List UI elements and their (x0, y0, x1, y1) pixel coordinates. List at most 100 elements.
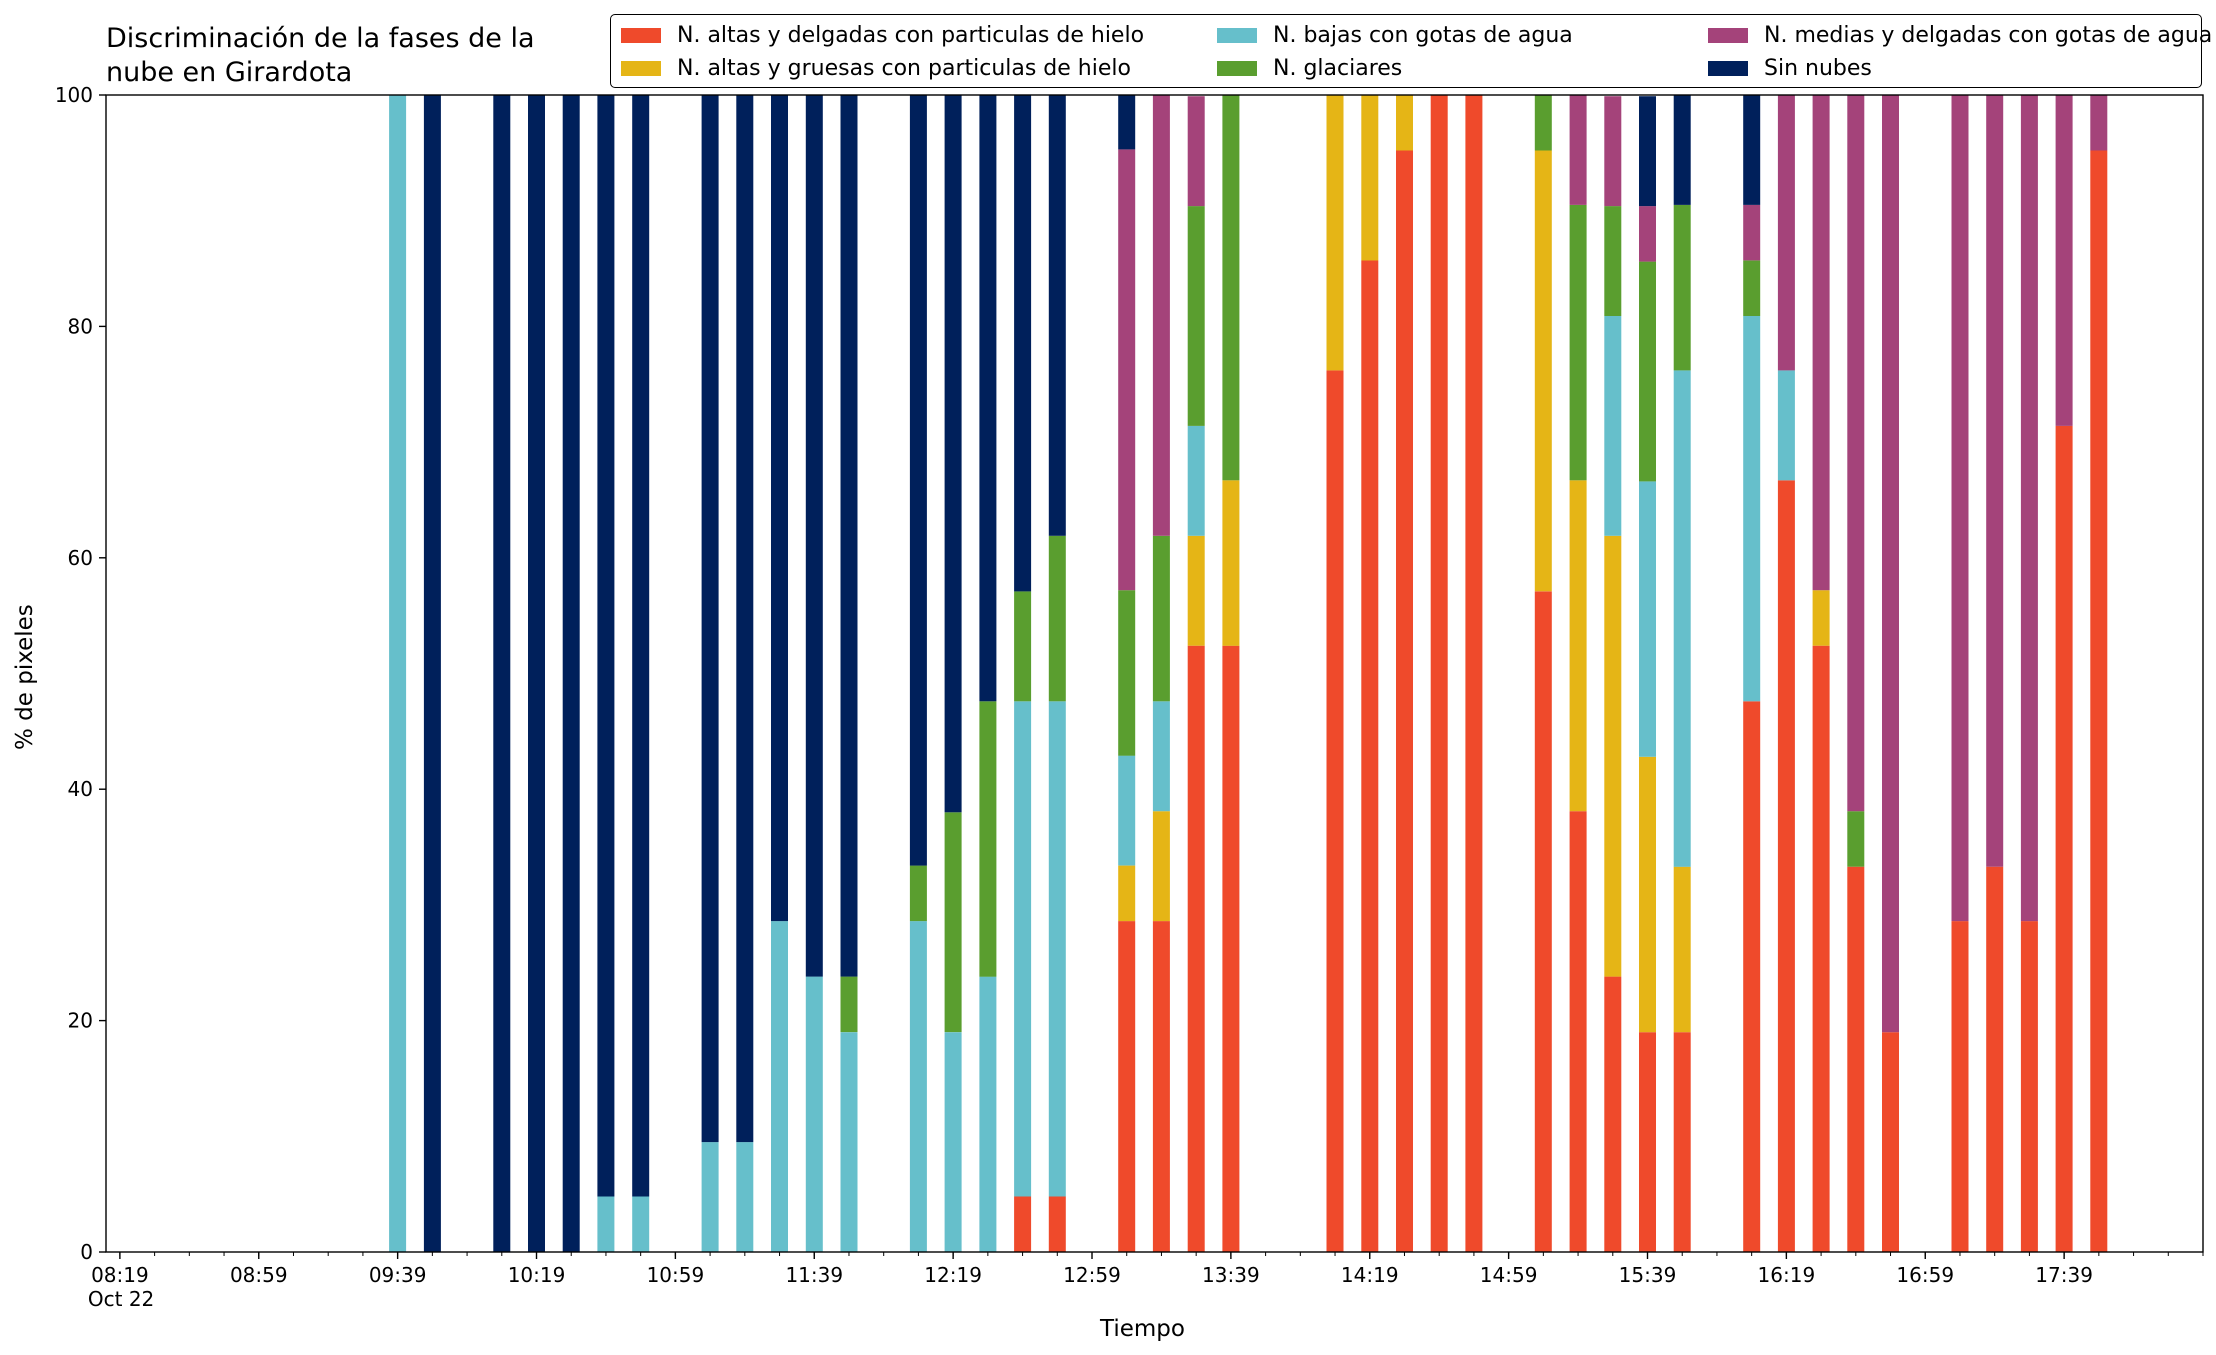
legend-label: N. glaciares (1273, 55, 1403, 81)
bar-segment-1539-s4 (1639, 206, 1656, 262)
legend-label: N. medias y delgadas con gotas de agua (1764, 22, 2213, 48)
bar-segment-0939-s2 (389, 95, 407, 1252)
bar-segment-1549-s1 (1673, 866, 1691, 1033)
bar-segment-1729-s4 (2020, 95, 2038, 922)
legend-item-0: N. altas y delgadas con particulas de hi… (621, 21, 1144, 49)
bar-segment-1609-s5 (1743, 95, 1761, 205)
bar-segment-1229-s5 (979, 95, 997, 702)
bar-segment-1309-s5 (1118, 95, 1136, 150)
bar-segment-1239-s0 (1014, 1196, 1032, 1252)
x-axis-label: Tiempo (1100, 1316, 1185, 1342)
bar-segment-1039-s2 (597, 1196, 615, 1252)
y-tick-label-100: 100 (55, 83, 93, 107)
bar-segment-1739-s4 (2055, 95, 2073, 426)
bar-segment-1219-s3 (944, 812, 962, 1033)
bar-segment-1649-s0 (1882, 1032, 1899, 1252)
legend-item-4: N. medias y delgadas con gotas de agua (1708, 21, 2212, 49)
legend-swatch (1217, 60, 1257, 76)
bar-segment-1639-s3 (1847, 811, 1865, 867)
chart-title: Discriminación de la fases de la nube en… (106, 23, 535, 88)
bar-segment-1309-s3 (1118, 590, 1136, 756)
legend-item-3: N. glaciares (1217, 54, 1402, 82)
legend-label: N. altas y delgadas con particulas de hi… (677, 22, 1145, 48)
bar-segment-1519-s3 (1569, 204, 1587, 481)
bar-segment-1249-s2 (1048, 701, 1066, 1197)
bars-layer (389, 95, 2108, 1252)
bar-segment-1719-s0 (1986, 866, 2004, 1252)
legend-swatch (1708, 60, 1748, 76)
bar-segment-1309-s2 (1118, 755, 1136, 866)
legend-item-1: N. altas y gruesas con particulas de hie… (621, 54, 1131, 82)
bar-segment-1129-s2 (771, 921, 788, 1252)
bar-segment-1739-s0 (2055, 425, 2073, 1252)
bar-segment-1119-s5 (736, 95, 754, 1143)
bar-segment-1539-s1 (1639, 756, 1656, 1033)
bar-segment-1409-s1 (1326, 95, 1344, 371)
bar-segment-1319-s2 (1152, 701, 1170, 812)
bar-segment-1619-s0 (1777, 480, 1795, 1252)
legend-label: N. bajas con gotas de agua (1273, 22, 1573, 48)
bar-segment-1309-s1 (1118, 865, 1136, 922)
bar-segment-1449-s0 (1465, 95, 1483, 1252)
bar-segment-1609-s0 (1743, 701, 1761, 1252)
bar-segment-1639-s4 (1847, 95, 1865, 812)
bar-segment-1519-s4 (1569, 95, 1587, 205)
x-tick-label-0939: 09:39 (369, 1263, 427, 1287)
bar-segment-1509-s3 (1534, 95, 1552, 151)
bar-segment-1319-s3 (1152, 535, 1170, 702)
bar-segment-1249-s5 (1048, 95, 1066, 536)
bar-segment-1709-s0 (1951, 921, 1969, 1252)
bar-segment-1129-s5 (771, 95, 788, 922)
bar-segment-1149-s5 (840, 95, 858, 977)
bar-segment-1339-s0 (1222, 645, 1240, 1252)
legend-swatch (1217, 27, 1257, 43)
bar-segment-1549-s3 (1673, 204, 1691, 371)
bar-segment-1549-s5 (1673, 95, 1691, 205)
bar-segment-1239-s2 (1014, 701, 1032, 1197)
bar-segment-1539-s0 (1639, 1032, 1656, 1252)
bar-segment-1219-s2 (944, 1032, 962, 1252)
bar-segment-1309-s0 (1118, 921, 1136, 1252)
bar-segment-1009-s5 (493, 95, 511, 1252)
x-tick-label-1619: 16:19 (1758, 1263, 1816, 1287)
bar-segment-1319-s1 (1152, 811, 1170, 922)
bar-segment-1539-s3 (1639, 261, 1656, 482)
bar-segment-1529-s2 (1604, 316, 1622, 536)
bar-segment-1549-s2 (1673, 370, 1691, 867)
bar-segment-1219-s5 (944, 95, 962, 813)
y-tick-label-20: 20 (68, 1009, 93, 1033)
bar-segment-1629-s4 (1812, 95, 1830, 591)
bar-segment-1239-s5 (1014, 95, 1032, 592)
legend-swatch (621, 60, 661, 76)
bar-segment-1729-s0 (2020, 921, 2038, 1252)
x-tick-label-1459: 14:59 (1480, 1263, 1538, 1287)
bar-segment-1709-s4 (1951, 95, 1969, 922)
bar-segment-1439-s0 (1430, 95, 1448, 1252)
legend-label: N. altas y gruesas con particulas de hie… (677, 55, 1131, 81)
legend-swatch (1708, 27, 1748, 43)
x-tick-label-0859: 08:59 (230, 1263, 288, 1287)
bar-segment-1719-s4 (1986, 95, 2004, 867)
bar-segment-1749-s0 (2090, 150, 2108, 1252)
bar-segment-1109-s5 (701, 95, 719, 1143)
x-tick-label-1339: 13:39 (1202, 1263, 1260, 1287)
bar-segment-1319-s0 (1152, 921, 1170, 1252)
bar-segment-1519-s1 (1569, 480, 1587, 812)
y-tick-label-80: 80 (68, 314, 93, 338)
bar-segment-1549-s0 (1673, 1032, 1691, 1252)
x-tick-label-1139: 11:39 (785, 1263, 843, 1287)
x-tick-label-1059: 10:59 (647, 1263, 705, 1287)
bar-segment-1619-s4 (1777, 95, 1795, 371)
bar-segment-1329-s2 (1187, 425, 1205, 536)
bar-segment-1139-s5 (805, 95, 823, 977)
bar-segment-1229-s3 (979, 701, 997, 977)
bar-segment-1109-s2 (701, 1142, 719, 1252)
bar-segment-1209-s5 (909, 95, 927, 866)
x-tick-label-1219: 12:19 (924, 1263, 982, 1287)
bar-segment-1419-s0 (1361, 260, 1379, 1252)
bar-segment-1149-s3 (840, 976, 858, 1033)
bar-segment-1509-s1 (1534, 150, 1552, 592)
x-tick-label-0819-date: Oct 22 (88, 1287, 154, 1311)
bar-segment-1609-s2 (1743, 316, 1761, 702)
